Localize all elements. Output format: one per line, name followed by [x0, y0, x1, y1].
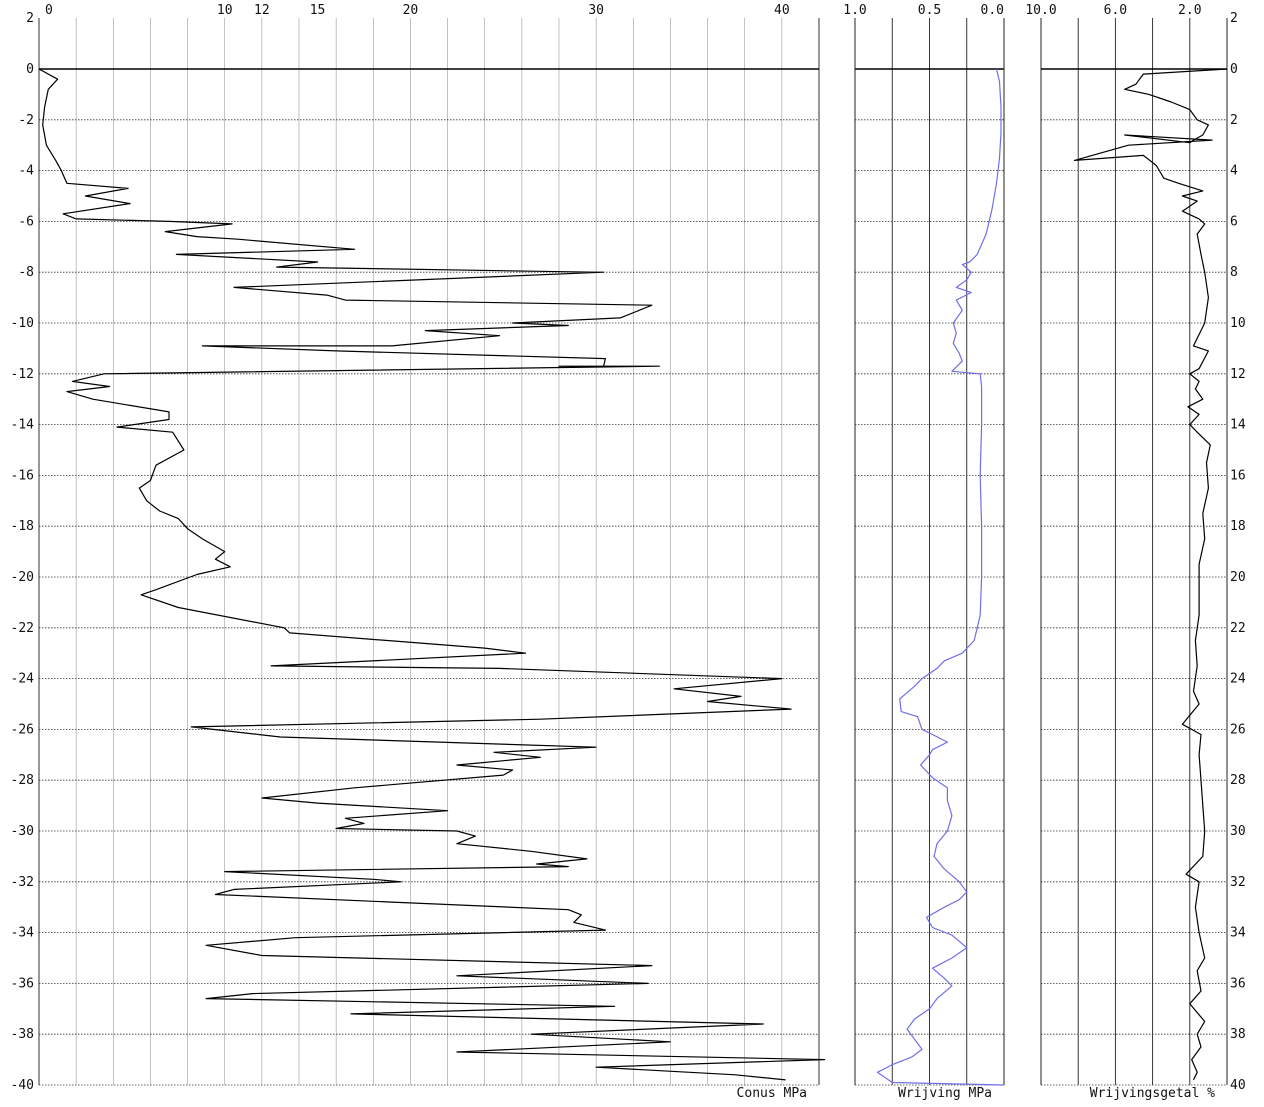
panel-1-x-tick-label: 12 [254, 3, 270, 18]
y-tick-label-left: 2 [26, 11, 34, 26]
panel-2-x-tick-label: 0.0 [981, 3, 1004, 18]
y-tick-label-right: 2 [1230, 113, 1238, 128]
panel-2-x-tick-label: 0.5 [918, 3, 941, 18]
y-tick-label-right: 40 [1230, 1078, 1246, 1093]
y-tick-label-left: -6 [18, 214, 34, 229]
y-tick-label-left: -26 [11, 722, 34, 737]
y-tick-label-left: -4 [18, 164, 34, 179]
y-tick-label-left: -30 [11, 824, 34, 839]
y-tick-label-left: -18 [11, 519, 34, 534]
y-tick-label-left: -24 [11, 672, 35, 687]
y-tick-label-left: -2 [18, 113, 34, 128]
panel-3-x-axis-label: Wrijvingsgetal % [1090, 1086, 1215, 1101]
y-tick-label-left: -16 [11, 468, 34, 483]
y-tick-label-right: 2 [1230, 11, 1238, 26]
panel-2-data-line [876, 68, 1005, 1086]
y-tick-label-right: 16 [1230, 468, 1246, 483]
y-tick-label-left: -28 [11, 773, 34, 788]
panel-1-x-axis-label: Conus MPa [737, 1086, 807, 1101]
y-tick-label-left: -36 [11, 976, 34, 991]
panel-3-data-line [1073, 68, 1228, 1081]
y-tick-label-right: 38 [1230, 1027, 1246, 1042]
y-tick-label-right: 18 [1230, 519, 1246, 534]
panel-2-x-axis-label: Wrijving MPa [898, 1086, 992, 1101]
panel-3-x-tick-label: 10.0 [1025, 3, 1056, 18]
y-tick-label-left: -8 [18, 265, 34, 280]
y-tick-label-right: 4 [1230, 164, 1238, 179]
y-tick-label-right: 12 [1230, 367, 1246, 382]
panel-1-x-tick-label: 40 [774, 3, 790, 18]
y-tick-label-left: -32 [11, 875, 34, 890]
y-tick-label-right: 10 [1230, 316, 1246, 331]
y-tick-label-left: -20 [11, 570, 34, 585]
y-tick-label-right: 34 [1230, 926, 1246, 941]
panel-3-x-tick-label: 6.0 [1104, 3, 1127, 18]
panel-2-x-tick-label: 1.0 [843, 3, 866, 18]
y-tick-label-right: 6 [1230, 214, 1238, 229]
panel-1-x-tick-label: 20 [403, 3, 419, 18]
y-tick-label-right: 28 [1230, 773, 1246, 788]
panel-1-data-line [38, 68, 826, 1081]
y-tick-label-left: -10 [11, 316, 34, 331]
panel-1-x-tick-label: 15 [310, 3, 326, 18]
y-tick-label-left: 0 [26, 62, 34, 77]
y-tick-label-right: 20 [1230, 570, 1246, 585]
panel-1-x-tick-label: 30 [588, 3, 604, 18]
y-tick-label-right: 8 [1230, 265, 1238, 280]
y-tick-label-left: -34 [11, 926, 35, 941]
y-tick-label-left: -40 [11, 1078, 34, 1093]
y-tick-label-right: 32 [1230, 875, 1246, 890]
y-tick-label-right: 26 [1230, 722, 1246, 737]
y-tick-label-left: -12 [11, 367, 34, 382]
y-tick-label-right: 30 [1230, 824, 1246, 839]
panel-3-x-tick-label: 2.0 [1178, 3, 1201, 18]
y-tick-label-right: 0 [1230, 62, 1238, 77]
y-tick-label-right: 22 [1230, 621, 1246, 636]
y-tick-label-left: -22 [11, 621, 34, 636]
y-tick-label-right: 14 [1230, 418, 1246, 433]
panel-1-x-tick-label: 0 [45, 3, 53, 18]
y-tick-label-left: -38 [11, 1027, 34, 1042]
y-tick-label-right: 24 [1230, 672, 1246, 687]
y-tick-label-right: 36 [1230, 976, 1246, 991]
panel-1-x-tick-label: 10 [217, 3, 233, 18]
y-tick-label-left: -14 [11, 418, 35, 433]
